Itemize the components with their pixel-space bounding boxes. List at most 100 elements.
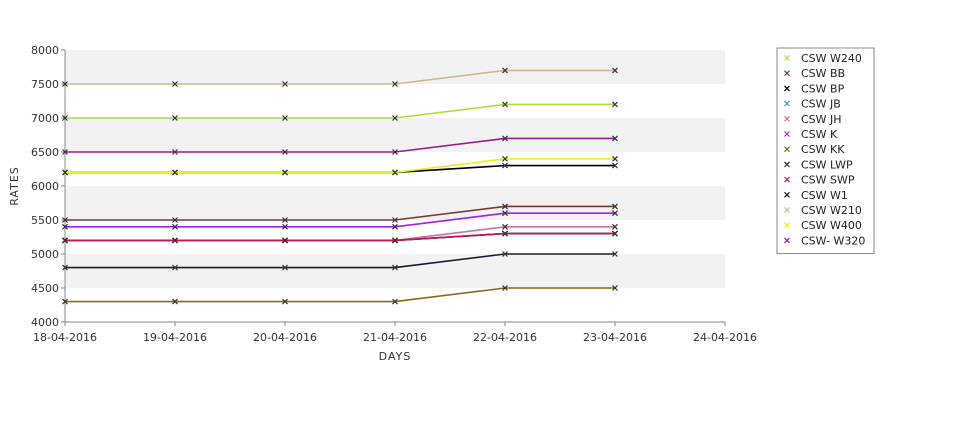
data-point [172,169,178,176]
legend-label: CSW BP [801,82,845,95]
data-point [282,264,288,271]
data-point [62,237,68,244]
x-tick-label: 18-04-2016 [33,331,97,344]
series-csw-kk [62,285,618,305]
tick-labels: 4000 4500 5000 5500 6000 6500 7000 7500 8000 18-0… [31,44,757,344]
grid-band [65,50,725,84]
legend-marker [784,237,790,244]
data-point [62,223,68,230]
y-tick-label: 4500 [31,282,59,295]
legend-marker [784,207,790,213]
grid-band [65,254,725,288]
x-tick-label: 22-04-2016 [473,331,537,344]
data-point [502,223,508,230]
data-point [282,217,288,223]
legend-item: CSW BP [784,82,845,95]
data-point [502,155,508,162]
data-point [392,223,398,230]
data-point [502,230,508,237]
legend-marker [784,161,790,168]
legend-label: CSW K [801,128,838,141]
grid-bands [65,50,725,322]
data-point [612,203,618,210]
series-line [65,205,615,221]
data-point [612,210,618,217]
legend-item: CSW SWP [784,174,855,187]
series-line [65,287,615,303]
legend-marker [784,115,790,122]
y-axis-title: RATES [8,166,21,206]
data-point [392,264,398,271]
series-line [65,232,615,242]
legend-label: CSW LWP [801,158,853,171]
data-point [62,169,68,176]
series-csw-bb [62,203,618,223]
y-tick-label: 7000 [31,112,59,125]
data-point [502,210,508,217]
data-point [612,101,618,108]
series-layer [62,67,618,305]
grid-band [65,118,725,152]
data-point [172,217,178,223]
data-point [282,169,288,176]
data-point [62,264,68,271]
legend-label: CSW KK [801,143,845,156]
series-line [65,158,615,174]
legend-item: CSW K [784,128,838,141]
x-tick-label: 21-04-2016 [363,331,427,344]
legend-label: CSW BB [801,67,845,80]
data-point [392,237,398,244]
data-point [612,135,618,142]
legend-label: CSW SWP [801,174,855,187]
x-tick-label: 23-04-2016 [583,331,647,344]
data-point [612,155,618,162]
grid-band [65,288,725,322]
data-point [282,223,288,230]
legend-marker [784,70,790,77]
legend-marker [784,100,790,107]
data-point [612,251,618,257]
legend-marker [784,176,790,183]
legend-item: CSW KK [784,143,845,156]
series-csw-k [62,210,618,230]
data-point [612,285,618,291]
data-point [392,115,398,121]
data-point [172,149,178,155]
x-tick-label: 24-04-2016 [693,331,757,344]
data-point [62,81,68,87]
data-point [502,203,508,210]
y-tick-label: 5500 [31,214,59,227]
data-point [502,162,508,169]
legend-label: CSW W210 [801,204,862,217]
legend-label: CSW W240 [801,52,862,65]
data-point [392,81,398,87]
data-point [172,264,178,271]
data-point [392,149,398,155]
y-tick-label: 7500 [31,78,59,91]
data-point [172,115,178,121]
data-point [282,81,288,87]
data-point [612,67,618,74]
data-point [172,237,178,244]
grid-band [65,84,725,118]
legend-item: CSW W1 [784,189,848,202]
y-tick-label: 8000 [31,44,59,57]
grid-band [65,186,725,220]
data-point [282,149,288,155]
series-line [65,103,615,119]
x-tick-label: 20-04-2016 [253,331,317,344]
data-point [502,67,508,74]
legend-item: CSW LWP [784,158,853,171]
data-point [392,298,398,305]
series-csw-w320 [62,135,618,155]
legend-marker [784,146,790,153]
data-point [612,162,618,169]
data-point [502,135,508,142]
legend-marker [784,55,790,61]
data-point [62,298,68,305]
legend-label: CSW JB [801,98,841,111]
legend-marker [784,191,790,198]
legend-label: CSW W400 [801,219,862,232]
legend-marker [784,222,790,229]
